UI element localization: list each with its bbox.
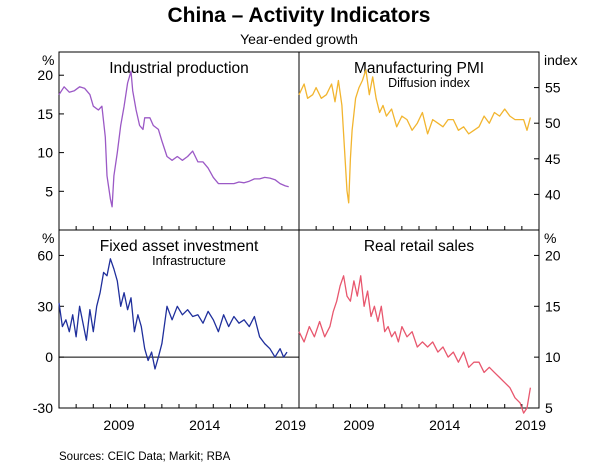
y-tick-label: 40: [545, 186, 561, 202]
source-note: Sources: CEIC Data; Markit; RBA: [59, 451, 231, 463]
panel-title: Fixed asset investment: [100, 238, 259, 255]
panel-title: Manufacturing PMI: [354, 60, 484, 77]
x-tick-label: 2009: [103, 417, 134, 433]
y-tick-label: 5: [545, 400, 553, 416]
y-tick-label: 30: [37, 298, 53, 314]
x-axis: 2009 2014 2019 2009 2014 2019: [103, 417, 546, 433]
y-tick-label: 15: [37, 106, 53, 122]
y-tick-label: 60: [37, 247, 53, 263]
panel-industrial-production: Industrial production% 5 10 15 20: [37, 52, 289, 230]
unit-label: %: [42, 52, 54, 68]
chart-subtitle: Year-ended growth: [240, 31, 358, 47]
y-tick-label: 15: [545, 298, 561, 314]
panel-real-retail-sales: Real retail sales % 5 10 15 20: [298, 230, 561, 416]
x-tick-label: 2014: [429, 417, 460, 433]
unit-label: %: [42, 230, 54, 246]
y-tick-label: 45: [545, 151, 561, 167]
unit-label: index: [544, 52, 577, 68]
y-tick-label: 10: [37, 145, 53, 161]
series-line-real-retail-sales: [298, 275, 532, 414]
chart-panels: Industrial production% 5 10 15 20 Manufacturi…: [33, 52, 578, 416]
x-tick-label: 2019: [275, 417, 306, 433]
x-tick-label: 2009: [343, 417, 374, 433]
y-tick-label: -30: [33, 400, 53, 416]
chart-title: China – Activity Indicators: [168, 4, 431, 27]
y-tick-label: 20: [545, 247, 561, 263]
panel-title: Real retail sales: [364, 238, 475, 255]
y-tick-label: 5: [45, 183, 53, 199]
unit-label: %: [544, 230, 556, 246]
series-line-manufacturing-pmi: [298, 69, 532, 204]
y-tick-label: 50: [545, 115, 561, 131]
y-tick-label: 55: [545, 80, 561, 96]
panel-title: Industrial production: [109, 60, 249, 77]
x-tick-label: 2019: [515, 417, 546, 433]
panel-subtitle: Diffusion index: [388, 76, 471, 90]
x-tick-label: 2014: [189, 417, 220, 433]
series-line-industrial-production: [58, 70, 289, 208]
y-tick-label: 0: [45, 349, 53, 365]
series-line-fixed-asset-investment: [58, 258, 288, 370]
y-tick-label: 10: [545, 349, 561, 365]
panel-subtitle: Infrastructure: [152, 254, 226, 268]
y-tick-label: 20: [37, 67, 53, 83]
